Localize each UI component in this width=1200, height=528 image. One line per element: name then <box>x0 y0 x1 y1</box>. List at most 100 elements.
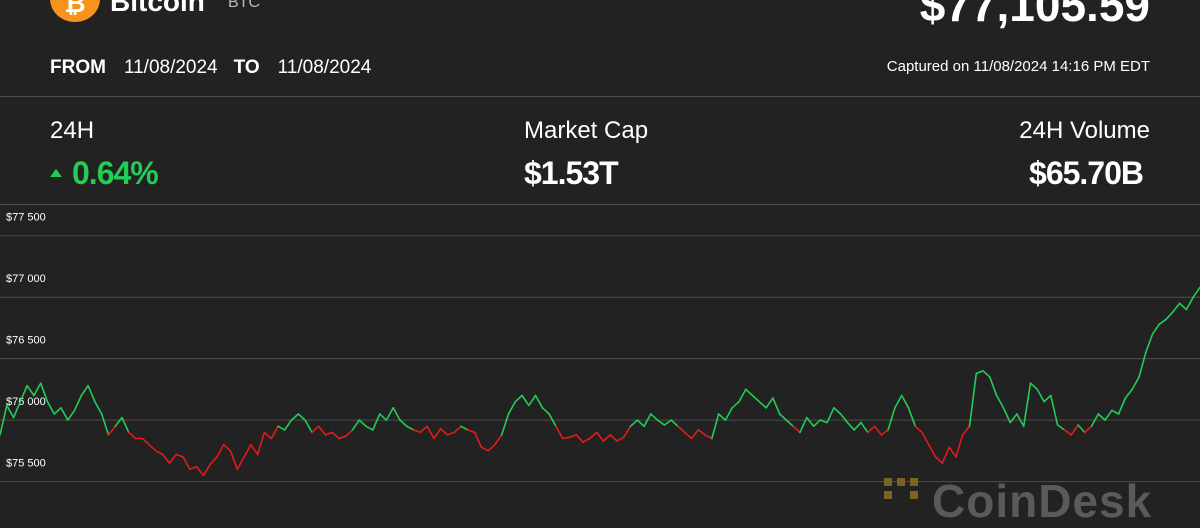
price-line-segment <box>385 407 395 421</box>
price-line-segment <box>961 425 971 436</box>
price-line-segment <box>466 429 476 434</box>
price-line-segment <box>670 419 679 428</box>
header-divider <box>0 96 1200 97</box>
price-line-segment <box>216 443 225 458</box>
price-line-segment <box>222 443 232 452</box>
price-line-segment <box>894 394 903 409</box>
price-line-segment <box>1145 333 1154 354</box>
price-line-segment <box>968 372 978 428</box>
price-line-segment <box>494 434 503 446</box>
price-line-segment <box>107 425 117 436</box>
price-line-segment <box>955 434 964 458</box>
price-line-segment <box>948 446 957 458</box>
from-label: FROM <box>50 57 106 78</box>
price-line-segment <box>80 384 89 397</box>
price-line-segment <box>344 429 354 437</box>
price-line-segment <box>819 419 828 424</box>
price-line-segment <box>1043 394 1052 403</box>
price-line-segment <box>311 425 320 434</box>
price-line-segment <box>663 419 673 426</box>
stats-divider <box>0 204 1200 205</box>
price-line-segment <box>1192 286 1200 298</box>
price-line-segment <box>439 427 449 436</box>
price-line-segment <box>148 443 157 452</box>
to-label: TO <box>233 57 260 78</box>
price-line-segment <box>229 450 239 471</box>
current-price: $77,105.59 <box>919 0 1150 31</box>
price-line-segment <box>785 419 795 428</box>
price-line-segment <box>995 394 1005 409</box>
price-line-segment <box>717 413 727 421</box>
price-line-segment <box>26 384 35 397</box>
price-line-segment <box>1063 429 1072 436</box>
price-line-segment <box>324 431 334 436</box>
price-line-segment <box>338 435 347 440</box>
price-line-segment <box>0 404 8 436</box>
market-cap-label: Market Cap <box>524 117 649 144</box>
price-line-segment <box>683 431 693 440</box>
price-line-segment <box>399 419 408 428</box>
price-line-segment <box>548 413 557 428</box>
price-line-segment <box>507 400 517 415</box>
price-line-segment <box>1090 413 1100 428</box>
price-line-segment <box>907 407 917 428</box>
price-line-segment <box>799 416 808 434</box>
price-line-segment <box>1111 409 1120 415</box>
volume-label: 24H Volume <box>1019 117 1150 144</box>
price-line-segment <box>209 456 218 466</box>
price-line-segment <box>772 397 781 415</box>
price-line-segment <box>839 413 849 424</box>
price-line-segment <box>195 465 205 477</box>
price-line-segment <box>236 456 245 471</box>
y-tick-label: $75 500 <box>6 458 46 470</box>
price-line-segment <box>426 425 435 440</box>
price-line-segment <box>595 431 605 442</box>
price-line-segment <box>175 453 184 458</box>
price-line-segment <box>697 429 706 436</box>
price-line-segment <box>365 425 374 431</box>
price-line-segment <box>758 400 767 409</box>
price-line-segment <box>372 413 381 431</box>
price-line-segment <box>731 400 740 409</box>
y-tick-label: $76 500 <box>6 335 46 347</box>
price-line-segment <box>1165 311 1174 321</box>
price-line-segment <box>778 413 788 421</box>
price-line-segment <box>1002 407 1012 424</box>
price-line-segment <box>121 416 130 434</box>
price-line-segment <box>900 394 910 409</box>
price-line-segment <box>853 421 862 431</box>
price-line-segment <box>846 421 856 431</box>
y-tick-label: $76 000 <box>6 396 46 408</box>
coin-symbol: BTC <box>228 0 260 11</box>
price-line-segment <box>168 453 178 464</box>
price-line-segment <box>724 407 734 421</box>
price-line-segment <box>1097 413 1106 421</box>
price-line-segment <box>351 419 361 431</box>
price-line-segment <box>914 425 923 434</box>
price-line-segment <box>67 409 76 421</box>
price-line-segment <box>331 431 340 440</box>
change-value: 0.64% <box>72 155 159 191</box>
price-line-segment <box>1172 302 1181 313</box>
price-line-segment <box>1077 424 1086 434</box>
price-line-segment <box>1056 424 1066 431</box>
coindesk-wordmark: CoinDesk <box>932 475 1153 527</box>
price-line-segment <box>189 465 198 471</box>
price-line-segment <box>94 400 103 415</box>
price-line-segment <box>1070 424 1079 436</box>
price-line-segment <box>53 407 62 415</box>
price-line-segment <box>988 376 998 397</box>
price-line-segment <box>128 431 137 440</box>
price-line-segment <box>629 419 639 428</box>
captured-timestamp: Captured on 11/08/2024 14:16 PM EDT <box>886 58 1150 75</box>
coin-name: Bitcoin <box>110 0 205 17</box>
price-line-segment <box>19 384 28 403</box>
price-line-segment <box>636 419 645 428</box>
price-line-segment <box>60 407 69 421</box>
price-line-segment <box>582 437 591 443</box>
change-value-row: 0.64% <box>50 155 159 192</box>
price-line-segment <box>866 425 876 434</box>
price-line-segment <box>833 407 842 415</box>
price-line-segment <box>500 413 510 436</box>
price-line-segment <box>473 431 483 448</box>
